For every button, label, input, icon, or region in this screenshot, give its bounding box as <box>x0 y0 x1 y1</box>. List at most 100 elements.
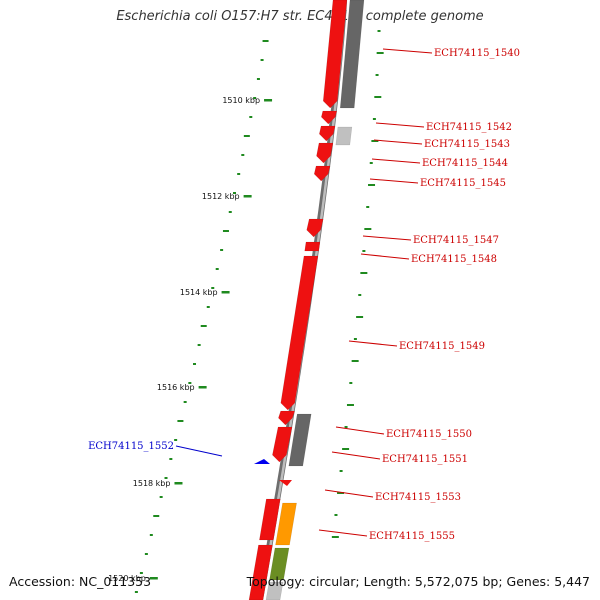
gene-feature[interactable] <box>259 498 281 541</box>
gc-dot <box>342 448 350 450</box>
gc-dot <box>169 458 173 460</box>
scale-ticks: 1510 kbp 1512 kbp 1514 kbp 1516 kbp 1518 kbp… <box>108 96 273 583</box>
gc-dot <box>377 30 381 32</box>
scale-tick <box>149 577 158 580</box>
gene-feature[interactable] <box>339 0 365 109</box>
gene-feature[interactable] <box>304 241 321 252</box>
gc-dot <box>344 426 348 428</box>
gc-dot <box>220 249 224 251</box>
gene-label[interactable]: ECH74115_1540 <box>434 48 520 59</box>
gc-dot <box>228 211 232 213</box>
scale-tick-label: 1516 kbp <box>157 383 195 392</box>
gene-feature[interactable] <box>278 410 296 426</box>
gc-dot <box>253 97 257 99</box>
gene-label-leader <box>348 340 398 347</box>
gene-label-leader <box>360 253 410 260</box>
gene-label[interactable]: ECH74115_1547 <box>413 235 499 246</box>
reverse-gene-feature[interactable] <box>254 459 270 464</box>
gene-label[interactable]: ECH74115_1549 <box>399 341 485 352</box>
gc-dot <box>376 52 384 54</box>
gc-dot <box>334 514 338 516</box>
gene-label-leader <box>318 529 368 537</box>
gene-labels: ECH74115_1540 ECH74115_1542 ECH74115_1543 E… <box>88 48 520 542</box>
gc-dot <box>188 382 192 384</box>
accession-label: Accession: NC_011353 <box>9 574 152 589</box>
gene-label-leader <box>382 48 433 54</box>
gene-feature[interactable] <box>313 165 331 182</box>
gene-label[interactable]: ECH74115_1551 <box>382 454 468 465</box>
gene-label-leader <box>362 235 412 241</box>
gene-label[interactable]: ECH74115_1542 <box>426 122 512 133</box>
gc-dot <box>369 162 373 164</box>
gc-dot <box>211 287 215 289</box>
gc-dot <box>360 272 368 274</box>
gc-skew-track <box>134 30 384 593</box>
gene-label-leader <box>373 139 423 145</box>
gc-dot <box>366 206 370 208</box>
gc-dot <box>356 316 364 318</box>
gene-label[interactable]: ECH74115_1544 <box>422 158 508 169</box>
gene-label[interactable]: ECH74115_1545 <box>420 178 506 189</box>
gc-dot <box>193 363 197 365</box>
gc-dot <box>358 294 362 296</box>
gc-dot <box>375 74 379 76</box>
gc-dot <box>177 420 184 422</box>
gc-dot <box>331 536 339 538</box>
gene-feature[interactable] <box>322 0 348 109</box>
scale-tick <box>264 99 273 102</box>
gc-dot <box>197 344 201 346</box>
gc-dot <box>149 534 153 536</box>
gc-dot <box>249 116 253 118</box>
gene-label-leader <box>375 122 425 128</box>
gc-dot <box>164 477 168 479</box>
gene-label[interactable]: ECH74115_1555 <box>369 531 455 542</box>
gc-dot <box>262 40 269 42</box>
gene-label[interactable]: ECH74115_1543 <box>424 139 510 150</box>
gene-feature[interactable] <box>279 480 292 486</box>
gene-features-track <box>248 0 365 600</box>
gc-dot <box>351 360 359 362</box>
gene-feature[interactable] <box>280 255 319 411</box>
gene-feature[interactable] <box>316 142 334 164</box>
gene-label[interactable]: ECH74115_1552 <box>88 441 174 452</box>
gene-feature[interactable] <box>275 502 297 546</box>
scale-tick-label: 1510 kbp <box>222 96 260 105</box>
gene-label[interactable]: ECH74115_1548 <box>411 254 497 265</box>
gc-dot <box>200 325 207 327</box>
gene-label[interactable]: ECH74115_1550 <box>386 429 472 440</box>
gc-dot <box>260 59 264 61</box>
gene-feature[interactable] <box>272 426 293 463</box>
gene-feature[interactable] <box>321 110 338 125</box>
gene-label-leader <box>335 426 385 435</box>
gc-dot <box>243 135 250 137</box>
gc-dot <box>364 228 372 230</box>
gc-dot <box>362 250 366 252</box>
gene-feature[interactable] <box>306 218 324 238</box>
gene-feature[interactable] <box>335 126 353 146</box>
gene-feature[interactable] <box>288 413 312 467</box>
gc-dot <box>233 192 237 194</box>
gene-feature[interactable] <box>319 125 336 142</box>
gc-dot <box>346 404 354 406</box>
gc-dot <box>368 184 376 186</box>
gc-dot <box>134 591 138 593</box>
scale-tick-label: 1518 kbp <box>133 479 171 488</box>
gc-dot <box>222 230 229 232</box>
gc-dot <box>153 515 160 517</box>
gc-dot <box>371 140 379 142</box>
gene-label-leader <box>175 445 223 457</box>
gc-dot <box>174 439 178 441</box>
gene-feature[interactable] <box>269 547 290 581</box>
gc-dot <box>353 338 357 340</box>
gene-feature[interactable] <box>248 544 273 600</box>
gc-dot <box>339 470 343 472</box>
gc-dot <box>349 382 353 384</box>
gc-dot <box>159 496 163 498</box>
gene-label[interactable]: ECH74115_1553 <box>375 492 461 503</box>
gc-dot <box>337 492 345 494</box>
gc-dot <box>144 553 148 555</box>
gene-feature[interactable] <box>265 581 284 600</box>
scale-tick-label: 1520 kbp <box>108 574 146 583</box>
scale-tick-label: 1512 kbp <box>202 192 240 201</box>
